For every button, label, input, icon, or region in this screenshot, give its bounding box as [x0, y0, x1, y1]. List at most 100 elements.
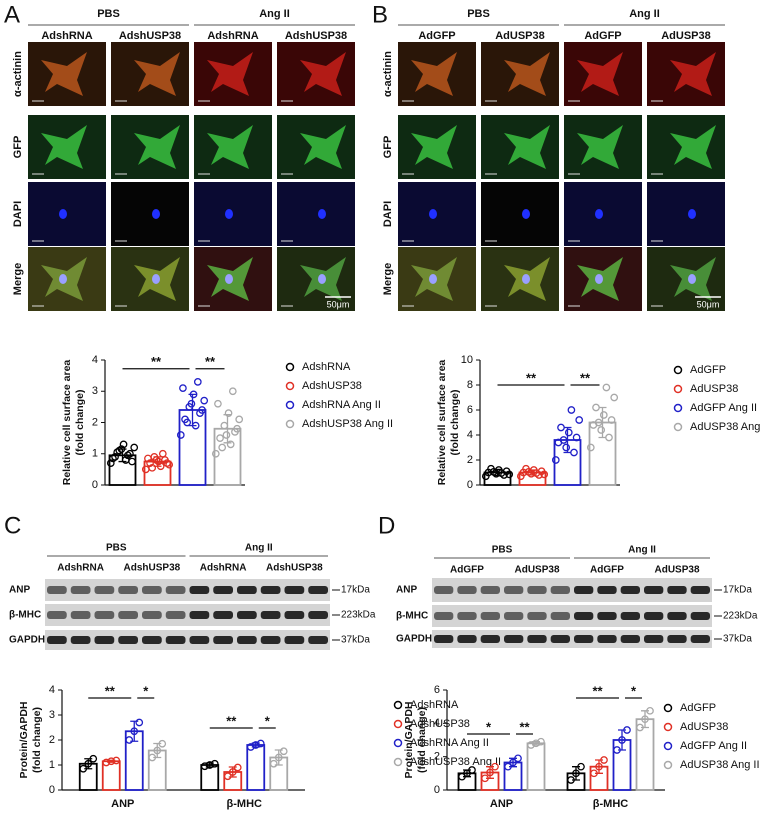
cell-shape — [41, 52, 87, 96]
band — [480, 635, 500, 643]
row-label: β-MHC — [9, 610, 41, 621]
data-point — [607, 416, 616, 424]
legend-marker — [393, 719, 403, 729]
data-point — [154, 457, 163, 466]
data-point — [228, 387, 237, 396]
data-point — [597, 426, 606, 434]
data-point — [226, 440, 235, 449]
size-label: 37kDa — [341, 635, 370, 646]
data-point — [562, 443, 571, 452]
nucleus — [318, 274, 326, 284]
group-label: Ang II — [259, 8, 290, 20]
y-tick-label: 0 — [467, 479, 473, 491]
data-point — [610, 393, 619, 402]
band — [597, 586, 617, 594]
data-point — [567, 406, 576, 414]
nucleus — [59, 274, 67, 284]
data-point — [222, 431, 231, 439]
band — [118, 636, 138, 644]
band — [504, 635, 524, 643]
band — [165, 636, 186, 644]
band — [47, 636, 67, 644]
row-label: β-MHC — [396, 611, 428, 622]
cell-shape — [207, 125, 253, 169]
band — [142, 586, 162, 594]
column-label: AdUSP38 — [661, 30, 711, 42]
band — [457, 586, 477, 594]
data-point — [128, 457, 136, 466]
size-label: 37kDa — [723, 634, 752, 645]
error-bar — [153, 456, 162, 467]
column-label: AdUSP38 — [495, 30, 545, 42]
error-bar — [563, 426, 572, 454]
data-point — [187, 399, 196, 408]
band — [70, 611, 91, 619]
size-label: 223kDa — [723, 611, 758, 622]
cell-shape — [577, 125, 623, 169]
x-tick-label: ANP — [490, 798, 513, 810]
row-label: GAPDH — [9, 635, 45, 646]
cell-shape — [207, 52, 253, 96]
legend-label: AdUSP38 — [690, 383, 738, 395]
nucleus — [688, 274, 696, 284]
data-point — [557, 423, 565, 432]
data-point — [233, 424, 241, 433]
y-axis-label: Protein/GAPDH — [403, 701, 415, 778]
significance-label: ** — [226, 713, 237, 728]
band — [527, 635, 547, 643]
data-point — [602, 383, 611, 392]
row-label: DAPI — [382, 201, 394, 227]
error-bar — [228, 766, 237, 778]
data-point — [111, 453, 119, 461]
legend-marker — [285, 400, 295, 410]
band — [457, 612, 477, 620]
legend-label: AdshRNA Ang II — [410, 737, 489, 749]
cell-shape — [41, 125, 87, 169]
legend-marker — [673, 365, 683, 375]
band — [165, 611, 186, 619]
band — [644, 586, 664, 594]
error-bar — [107, 759, 116, 763]
row-label: GFP — [382, 136, 394, 159]
group-label: PBS — [492, 545, 513, 556]
blot-strip — [432, 578, 712, 602]
y-axis-label: Relative cell surface area — [436, 360, 448, 486]
column-label: AdGFP — [590, 565, 624, 576]
column-label: AdshUSP38 — [285, 30, 347, 42]
band — [237, 586, 257, 594]
nucleus — [595, 209, 603, 219]
row-label: DAPI — [12, 201, 24, 227]
bar — [635, 718, 655, 791]
legend-label: AdshUSP38 — [302, 380, 362, 392]
error-bar — [84, 758, 93, 770]
band — [118, 611, 138, 619]
row-label: GFP — [12, 136, 24, 159]
band — [667, 635, 687, 643]
data-point — [109, 454, 117, 463]
band — [237, 611, 257, 619]
column-label: AdGFP — [584, 30, 621, 42]
band — [480, 586, 500, 594]
row-label: ANP — [9, 585, 30, 596]
error-bar — [572, 766, 580, 781]
band — [308, 586, 328, 594]
legend-label: AdGFP Ang II — [680, 740, 747, 752]
legend-marker — [393, 700, 403, 710]
data-point — [559, 436, 568, 444]
error-bar — [532, 741, 540, 746]
cell-shape — [670, 125, 716, 169]
band — [308, 611, 328, 619]
y-tick-label: 6 — [467, 404, 473, 416]
blot-strip — [432, 605, 712, 627]
column-label: AdGFP — [450, 565, 484, 576]
data-point — [279, 747, 288, 756]
significance-label: ** — [519, 719, 530, 734]
significance-label: * — [265, 713, 271, 728]
band — [480, 612, 500, 620]
column-label: AdGFP — [418, 30, 455, 42]
cell-shape — [134, 52, 180, 96]
row-label: ANP — [396, 585, 417, 596]
band — [690, 635, 710, 643]
nucleus — [318, 209, 326, 219]
